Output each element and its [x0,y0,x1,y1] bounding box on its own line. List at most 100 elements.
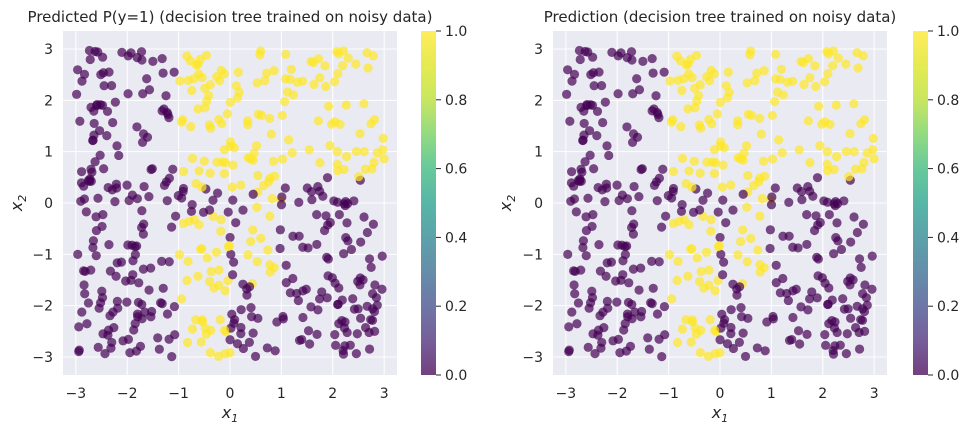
data-point [138,264,149,274]
data-point [841,146,852,157]
data-point [77,167,87,177]
data-point [649,180,660,190]
data-point [827,295,837,305]
data-point [123,89,133,99]
data-point [154,344,164,354]
data-point [197,73,207,83]
data-point [72,89,82,99]
data-point [99,164,109,174]
data-point [672,337,683,348]
data-point [743,313,753,323]
data-point [752,343,762,353]
data-point [564,347,574,357]
data-point [587,293,598,303]
data-point [849,212,859,222]
data-point [677,324,687,334]
data-point [687,73,697,83]
data-point [746,110,757,120]
colorbar-tick-labels: 0.0 0.2 0.4 0.6 0.8 1.0 [436,24,467,384]
data-point [579,130,589,140]
data-point [616,48,626,58]
data-point [79,69,90,80]
data-point [770,97,780,107]
data-point [169,301,180,312]
data-point [778,231,788,241]
data-point [718,160,728,170]
chart-panel-1: Predicted P(y=1) (decision tree trained … [7,8,467,425]
data-point [286,64,296,74]
data-point [134,278,144,288]
data-point [636,263,646,273]
data-point [315,158,325,168]
data-point [647,256,657,266]
data-point [229,318,239,328]
data-point [312,239,322,250]
data-point [627,206,637,216]
data-point [204,120,215,130]
data-point [824,209,834,220]
data-point [632,132,643,142]
data-point [159,180,170,190]
data-point [676,206,687,217]
data-point [842,329,852,339]
data-point [305,339,315,349]
data-point [716,249,726,260]
data-point [227,182,237,192]
data-point [91,251,101,261]
data-point [668,218,679,228]
data-point [102,106,113,117]
data-point [652,196,662,206]
data-point [194,220,204,230]
data-point [74,347,84,357]
x-axis-label: x1 [711,403,728,425]
data-point [592,106,603,117]
data-point [280,183,290,193]
data-point [647,298,657,309]
data-point [823,69,833,79]
data-point [245,236,256,247]
data-point [860,280,870,290]
data-point [200,323,210,333]
x-tick-label: 0 [716,386,725,402]
data-point [377,251,387,261]
data-point [771,260,781,270]
data-point [281,260,291,270]
colorbar-tick-label: 0.6 [445,162,467,178]
data-point [703,351,714,361]
data-point [182,337,193,348]
data-point [626,47,637,57]
data-point [820,77,830,87]
data-point [856,262,866,272]
data-point [782,77,792,87]
data-point [95,150,105,160]
data-point [183,256,193,266]
data-point [148,56,158,66]
data-point [713,241,723,252]
data-point [853,63,863,73]
data-point [643,333,653,343]
data-point [606,257,616,267]
data-point [833,53,843,63]
data-point [81,207,91,217]
data-point [778,273,788,284]
data-point [869,154,879,164]
data-point [689,156,699,166]
data-point [596,80,607,91]
data-point [112,296,122,306]
data-point [721,81,731,91]
data-point [850,164,861,174]
data-point [844,171,854,182]
data-point [733,250,743,260]
data-point [98,68,109,78]
x-tick-label: −1 [658,386,679,402]
data-point [588,52,598,62]
data-point [280,74,291,84]
data-point [808,191,818,201]
data-point [246,303,256,313]
data-point [128,256,138,266]
data-point [342,151,352,162]
data-point [98,52,108,62]
data-point [832,151,842,162]
data-point [589,164,599,174]
data-point [805,158,815,168]
